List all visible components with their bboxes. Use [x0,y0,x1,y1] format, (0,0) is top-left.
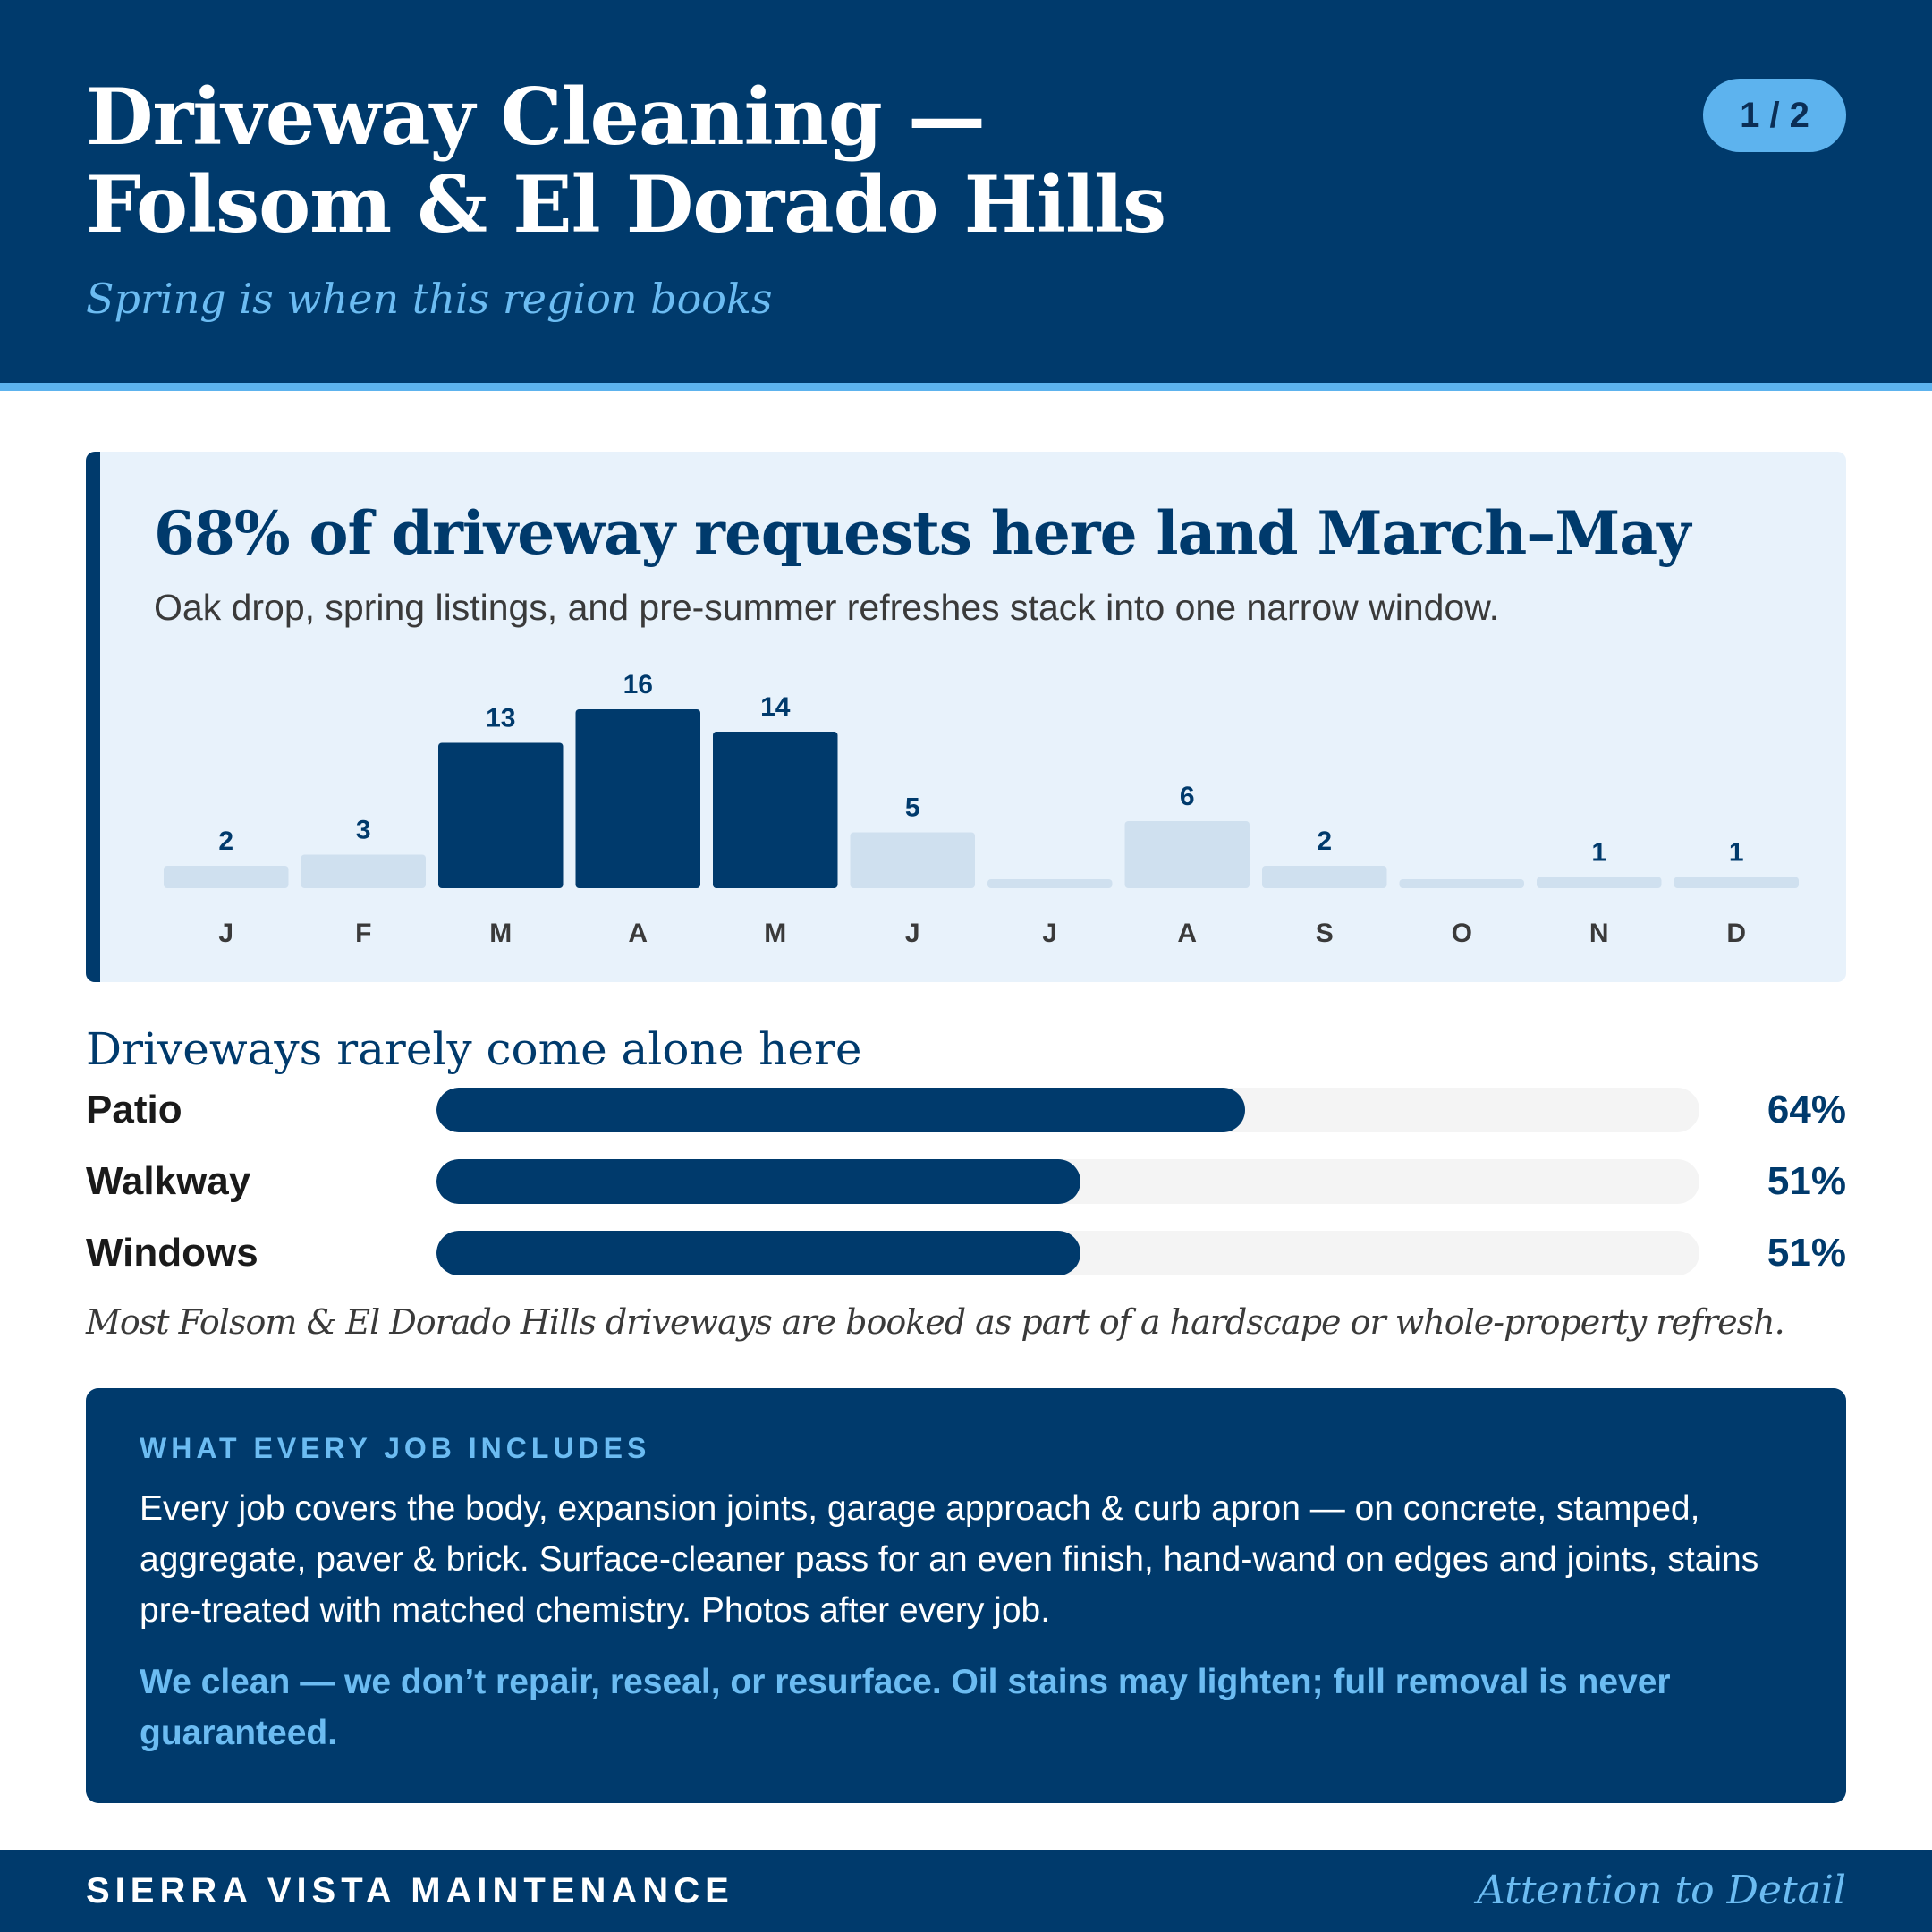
bar-value-label-3: 16 [623,670,653,699]
page-title-line-2: Folsom & El Dorado Hills [86,158,1166,250]
bar-value-label-5: 5 [905,793,920,823]
month-tick-label-11: D [1726,919,1746,948]
bar-value-label-8: 2 [1317,826,1332,856]
addon-bar-track [436,1159,1699,1204]
month-tick-label-8: S [1316,919,1334,948]
bar-2 [438,742,564,888]
card-accent-bar [86,452,100,982]
addon-row-walkway: Walkway 51% [86,1157,1846,1207]
month-tick-label-0: J [218,919,233,948]
bar-value-label-11: 1 [1729,838,1744,868]
month-tick-label-7: A [1177,919,1197,948]
month-tick-label-5: J [905,919,920,948]
bar-7 [1124,821,1250,888]
addon-label: Walkway [86,1159,251,1203]
bar-value-label-0: 2 [218,826,233,856]
bar-value-label-1: 3 [356,816,371,845]
seasonality-headline: 68% of driveway requests here land March… [154,498,1690,568]
month-tick-label-2: M [489,919,512,948]
addon-percent: 64% [1767,1088,1846,1131]
addon-label: Windows [86,1231,258,1275]
addon-bar-fill [436,1088,1245,1132]
addon-percent: 51% [1767,1231,1846,1275]
bar-1 [301,854,426,888]
addon-bar-track [436,1231,1699,1275]
header-banner: Driveway Cleaning — Folsom & El Dorado H… [0,0,1932,383]
bar-9 [1399,879,1524,888]
header-accent-stripe [0,383,1932,391]
month-tick-label-10: N [1589,919,1609,948]
addon-percent: 51% [1767,1159,1846,1203]
bar-6 [987,879,1113,888]
month-tick-label-4: M [764,919,786,948]
page-indicator-badge: 1 / 2 [1703,79,1846,152]
month-tick-label-6: J [1042,919,1057,948]
month-tick-label-9: O [1452,919,1472,948]
month-tick-label-3: A [628,919,648,948]
addons-heading: Driveways rarely come alone here [86,1023,862,1075]
bar-10 [1537,877,1662,888]
addon-bar-fill [436,1159,1081,1204]
seasonality-caption: Oak drop, spring listings, and pre-summe… [154,587,1500,628]
footer: SIERRA VISTA MAINTENANCE Attention to De… [0,1850,1932,1932]
addon-bar-track [436,1088,1699,1132]
bar-8 [1262,866,1387,888]
addon-label: Patio [86,1088,182,1131]
includes-disclaimer: We clean — we don’t repair, reseal, or r… [140,1663,1671,1752]
bar-11 [1674,877,1799,888]
bar-3 [575,709,700,888]
page-title-line-1: Driveway Cleaning — [86,71,986,163]
bar-value-label-7: 6 [1180,782,1195,811]
bar-0 [164,866,289,888]
seasonality-card: 68% of driveway requests here land March… [86,452,1846,982]
addon-row-windows: Windows 51% [86,1228,1846,1278]
addon-bar-fill [436,1231,1081,1275]
monthly-requests-chart: 2 J 3 F 13 M 16 A 14 M 5 J J 6 A 2 S O 1 N 1 D [164,670,1799,948]
addons-note: Most Folsom & El Dorado Hills driveways … [86,1302,1785,1342]
includes-body: Every job covers the body, expansion joi… [140,1489,1759,1630]
bar-value-label-4: 14 [760,692,791,722]
includes-heading: WHAT EVERY JOB INCLUDES [140,1432,651,1464]
bar-value-label-2: 13 [486,704,515,733]
page-title: Driveway Cleaning — Folsom & El Dorado H… [86,73,1606,249]
bar-4 [713,732,838,888]
bar-5 [850,832,975,888]
footer-tagline: Attention to Detail [1477,1868,1846,1913]
bar-value-label-10: 1 [1591,838,1606,868]
addon-row-patio: Patio 64% [86,1085,1846,1135]
page-subtitle: Spring is when this region books [86,275,773,323]
month-tick-label-1: F [355,919,371,948]
footer-brand: SIERRA VISTA MAINTENANCE [86,1871,734,1911]
includes-card: WHAT EVERY JOB INCLUDES Every job covers… [86,1388,1846,1803]
